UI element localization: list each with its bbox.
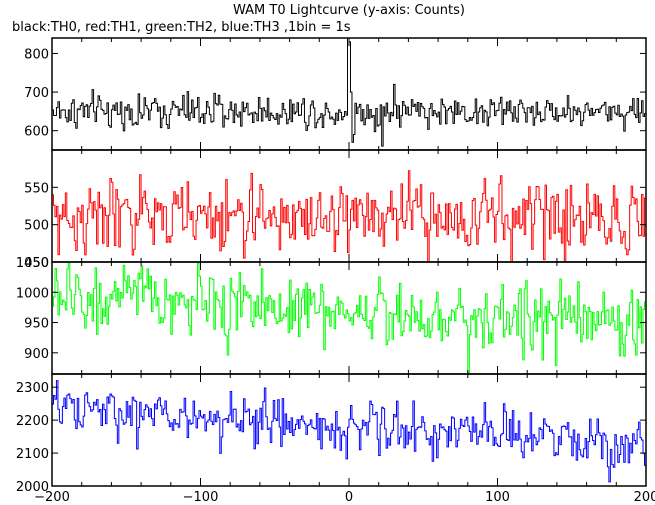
- panel-th2: 900 950 1000 1050: [16, 256, 647, 375]
- x-tick-label: −100: [183, 490, 219, 505]
- panel-frame: [51, 37, 647, 151]
- x-tick-label: 100: [485, 490, 510, 505]
- series-line-th0: [52, 38, 646, 147]
- y-tick-label: 2000: [16, 480, 49, 495]
- y-tick-label: 950: [24, 317, 49, 332]
- y-tick-label: 450: [24, 256, 49, 271]
- y-tick-label: 700: [24, 86, 49, 101]
- series-line-th3: [52, 380, 646, 483]
- x-tick-label: 200: [634, 490, 655, 505]
- x-tick-label: 0: [345, 490, 353, 505]
- panel-th3: 2000 2100 2200 2300: [16, 373, 647, 495]
- y-tick-label: 600: [24, 125, 49, 140]
- y-tick-label: 550: [24, 181, 49, 196]
- y-tick-label: 800: [24, 47, 49, 62]
- panel-frame: [51, 373, 647, 487]
- series-line-th2: [52, 262, 646, 374]
- y-tick-label: 1050: [16, 256, 49, 271]
- x-tick-label: −200: [34, 490, 70, 505]
- panel-th0: 600 700 800: [24, 37, 647, 151]
- y-tick-label: 2300: [16, 381, 49, 396]
- chart-title: WAM T0 Lightcurve (y-axis: Counts): [233, 3, 465, 18]
- y-tick-label: 1000: [16, 286, 49, 301]
- panel-th1: 450 500 550: [24, 149, 647, 271]
- chart-subtitle: black:TH0, red:TH1, green:TH2, blue:TH3 …: [12, 20, 351, 35]
- y-tick-label: 2200: [16, 414, 49, 429]
- series-line-th1: [52, 170, 646, 262]
- y-tick-label: 900: [24, 347, 49, 362]
- y-tick-label: 2100: [16, 447, 49, 462]
- y-tick-label: 500: [24, 219, 49, 234]
